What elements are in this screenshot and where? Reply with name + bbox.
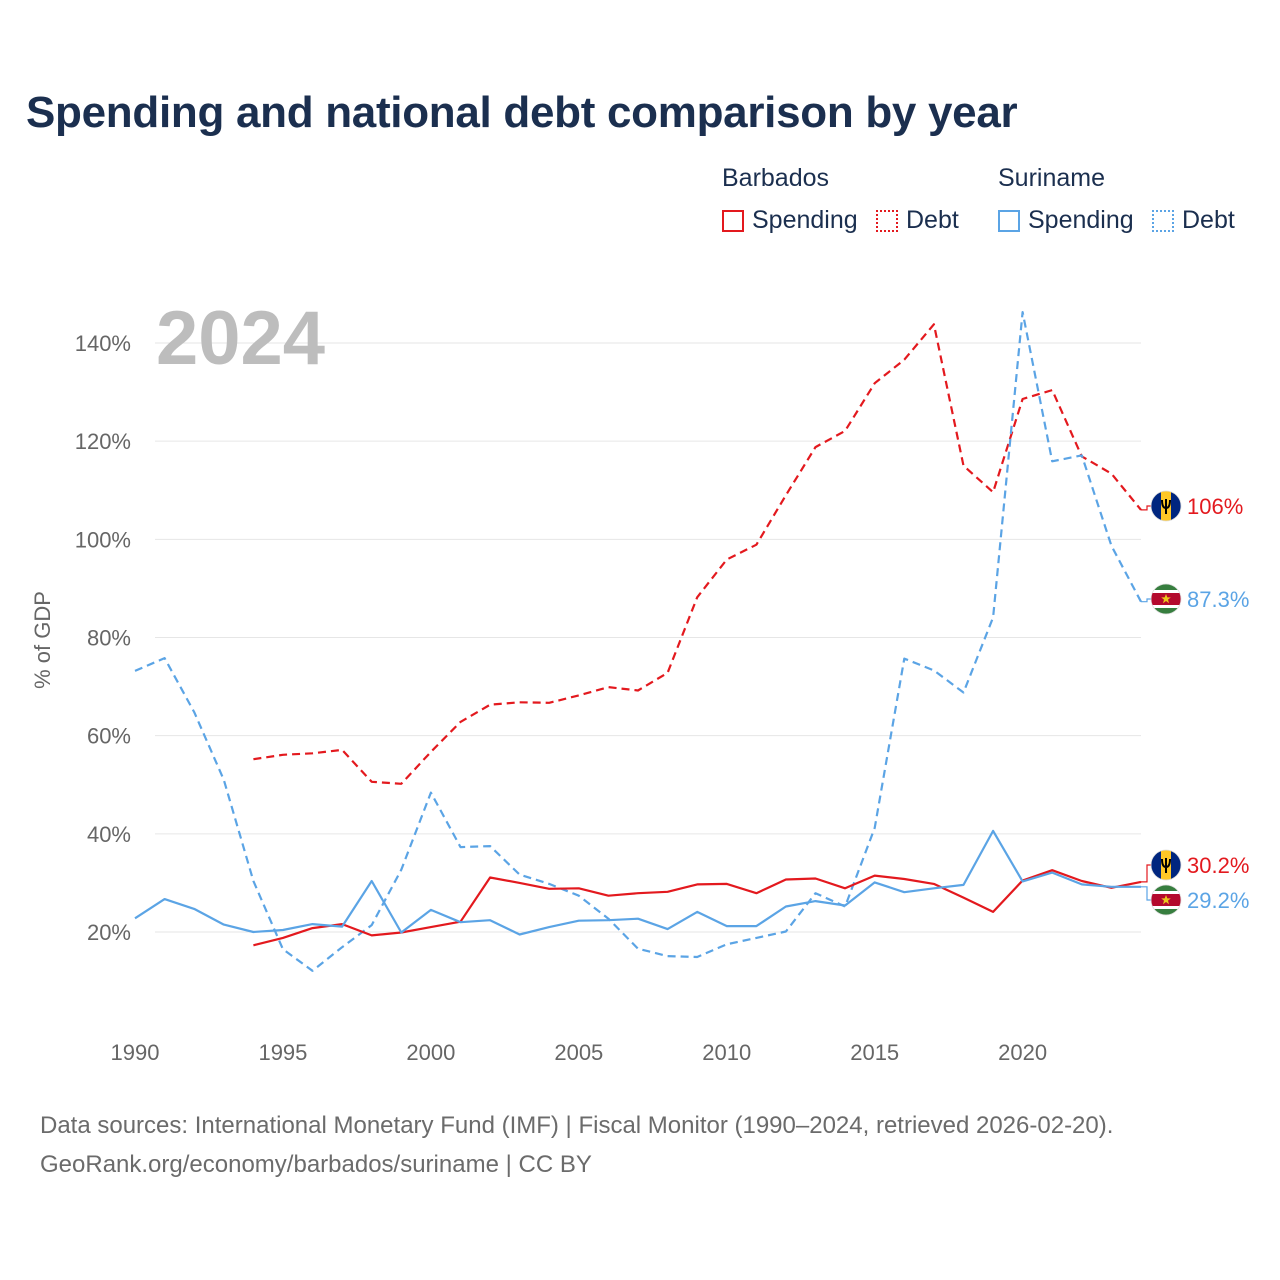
attribution-link[interactable]: GeoRank.org/economy/barbados/suriname | … — [40, 1151, 592, 1178]
barbados-flag-icon — [1151, 850, 1181, 880]
year-overlay: 2024 — [156, 296, 325, 381]
y-axis-label: % of GDP — [30, 591, 55, 689]
suriname-flag-icon — [1151, 584, 1181, 614]
flag-badge-ring — [1150, 583, 1182, 615]
y-tick-label: 40% — [87, 822, 131, 847]
x-tick-label: 2005 — [554, 1040, 603, 1065]
x-tick-label: 1995 — [258, 1040, 307, 1065]
suriname-flag-icon — [1151, 885, 1181, 915]
footer: Data sources: International Monetary Fun… — [40, 1106, 1113, 1184]
solid-line-swatch-icon — [998, 209, 1020, 232]
x-tick-label: 2010 — [702, 1040, 751, 1065]
solid-line-swatch-icon — [722, 209, 744, 232]
legend-item-barbados-spending: Spending — [722, 206, 858, 235]
dotted-line-swatch-icon — [876, 209, 898, 232]
end-value-label: 29.2% — [1187, 888, 1249, 913]
dotted-line-swatch-icon — [1152, 209, 1174, 232]
series-line-suriname-debt — [134, 311, 1142, 972]
legend-item-barbados-debt: Debt — [876, 206, 959, 235]
end-label-connector — [1141, 598, 1153, 603]
chart-title: Spending and national debt comparison by… — [26, 88, 1018, 137]
flag-badge-ring — [1150, 490, 1182, 522]
x-tick-label: 2015 — [850, 1040, 899, 1065]
barbados-flag-icon — [1151, 491, 1181, 521]
series-line-suriname-spending — [134, 829, 1141, 936]
y-tick-label: 120% — [75, 429, 131, 454]
end-value-label: 87.3% — [1187, 587, 1249, 612]
source-note: Data sources: International Monetary Fun… — [40, 1112, 1114, 1139]
y-tick-label: 140% — [75, 331, 131, 356]
end-label-connector — [1141, 886, 1153, 901]
legend-label: Debt — [1182, 206, 1235, 234]
line-chart: 20% 40% 60% 80% 100% 120% 140% 1990 1995 2000 2005… — [30, 296, 1249, 1065]
end-label-connector — [1141, 864, 1153, 883]
legend-item-suriname-spending: Spending — [998, 206, 1134, 235]
flag-badge-ring — [1150, 884, 1182, 916]
series-line-barbados-debt — [253, 323, 1142, 785]
legend-label: Debt — [906, 206, 959, 234]
y-tick-label: 100% — [75, 527, 131, 552]
end-label-connector — [1141, 505, 1153, 511]
y-tick-label: 60% — [87, 724, 131, 749]
flag-badge-ring — [1150, 849, 1182, 881]
legend-group-name: Suriname — [998, 164, 1105, 192]
x-tick-label: 2000 — [406, 1040, 455, 1065]
x-tick-label: 2020 — [998, 1040, 1047, 1065]
legend-group-name: Barbados — [722, 164, 830, 192]
legend-label: Spending — [1028, 206, 1134, 234]
legend-item-suriname-debt: Debt — [1152, 206, 1235, 235]
x-tick-label: 1990 — [111, 1040, 160, 1065]
end-value-label: 30.2% — [1187, 853, 1249, 878]
y-tick-label: 80% — [87, 626, 131, 651]
end-value-label: 106% — [1187, 494, 1243, 519]
y-tick-label: 20% — [87, 920, 131, 945]
legend-label: Spending — [752, 206, 858, 234]
